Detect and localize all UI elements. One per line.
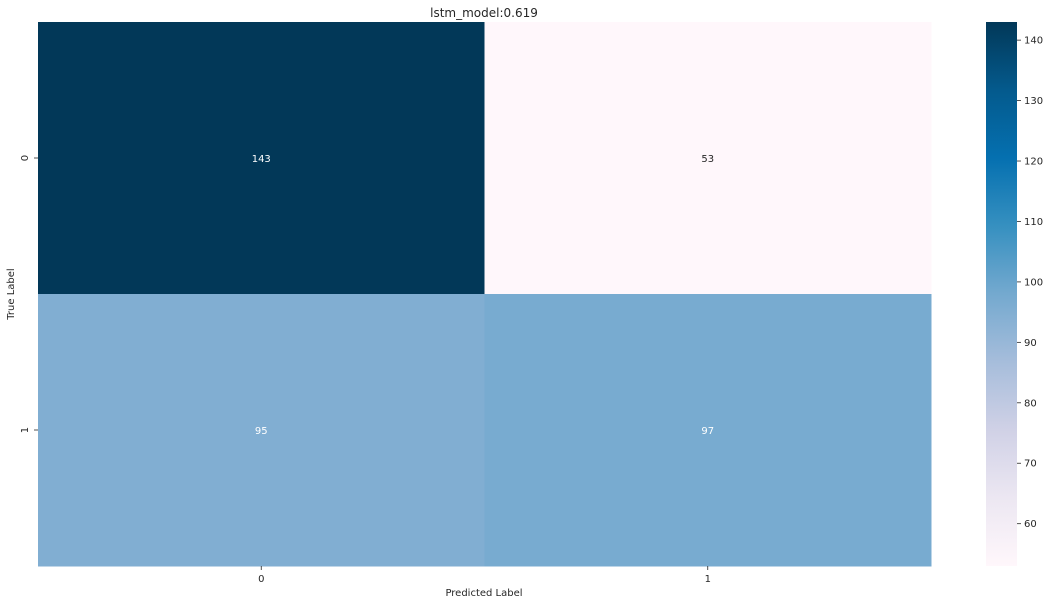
y-tick-label: 0 <box>20 155 31 161</box>
heatmap-cell-0-0 <box>38 22 485 295</box>
heatmap-annotations: 143 53 95 97 <box>252 154 714 437</box>
x-tick-label: 0 <box>258 574 264 585</box>
y-axis-label: True Label <box>6 268 17 320</box>
colorbar-tick-label: 80 <box>1024 398 1037 409</box>
colorbar-tick-label: 100 <box>1024 277 1043 288</box>
colorbar-tick-label: 70 <box>1024 459 1037 470</box>
cell-annotation-1-1: 97 <box>701 426 714 437</box>
y-tick-label: 1 <box>20 427 31 433</box>
colorbar <box>986 22 1017 566</box>
x-axis-label: Predicted Label <box>445 588 522 599</box>
heatmap-cells <box>38 22 932 567</box>
y-axis-ticks: 01 <box>20 155 38 433</box>
heatmap-cell-0-1 <box>484 22 932 295</box>
x-tick-label: 1 <box>705 574 711 585</box>
heatmap-cell-1-1 <box>484 294 932 567</box>
heatmap-cell-1-0 <box>38 294 485 567</box>
cell-annotation-0-1: 53 <box>701 154 714 165</box>
chart-title: lstm_model:0.619 <box>430 6 538 20</box>
colorbar-ticks: 60 70 80 90 100 110 120 130 140 <box>1017 36 1043 530</box>
colorbar-tick-label: 60 <box>1024 519 1037 530</box>
colorbar-tick-label: 110 <box>1024 217 1043 228</box>
cell-annotation-1-0: 95 <box>255 426 268 437</box>
colorbar-tick-label: 130 <box>1024 96 1043 107</box>
colorbar-tick-label: 90 <box>1024 338 1037 349</box>
colorbar-tick-label: 140 <box>1024 36 1043 47</box>
colorbar-tick-label: 120 <box>1024 157 1043 168</box>
cell-annotation-0-0: 143 <box>252 154 271 165</box>
